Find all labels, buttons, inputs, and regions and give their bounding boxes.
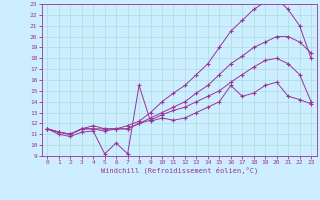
- X-axis label: Windchill (Refroidissement éolien,°C): Windchill (Refroidissement éolien,°C): [100, 167, 258, 174]
